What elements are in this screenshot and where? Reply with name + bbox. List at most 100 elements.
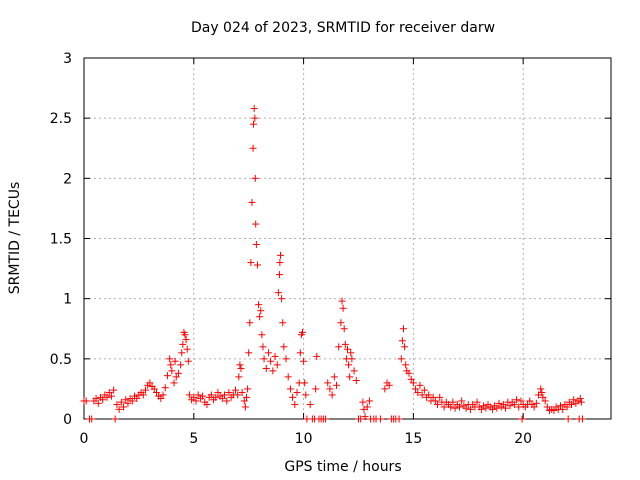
y-tick-label: 2: [63, 171, 72, 187]
data-point: [276, 259, 284, 267]
data-point: [570, 396, 578, 404]
data-point: [359, 398, 367, 406]
data-point: [564, 415, 572, 423]
data-point: [409, 379, 417, 387]
data-point: [399, 325, 407, 333]
data-point: [203, 401, 211, 409]
data-point: [488, 405, 496, 413]
data-point: [302, 391, 310, 399]
y-tick-label: 0.5: [50, 352, 72, 368]
data-point: [246, 319, 254, 327]
x-tick-label: 20: [514, 431, 532, 447]
data-point: [385, 381, 393, 389]
data-point: [401, 343, 409, 351]
data-point: [398, 337, 406, 345]
data-point: [111, 415, 119, 423]
data-point: [139, 391, 147, 399]
data-point: [313, 352, 321, 360]
data-point: [82, 397, 90, 405]
y-tick-label: 2.5: [50, 111, 72, 127]
data-point: [502, 404, 510, 412]
data-point: [245, 349, 253, 357]
data-point: [577, 398, 585, 406]
chart-title: Day 024 of 2023, SRMTID for receiver dar…: [191, 20, 495, 36]
data-point: [567, 401, 575, 409]
data-point: [296, 349, 304, 357]
data-point: [346, 373, 354, 381]
data-point: [412, 385, 420, 393]
data-point: [434, 401, 442, 409]
data-point: [477, 405, 485, 413]
data-point: [414, 389, 422, 397]
data-point: [157, 395, 165, 403]
data-point: [214, 389, 222, 397]
data-point: [238, 389, 246, 397]
data-point: [352, 376, 360, 384]
data-point: [418, 391, 426, 399]
data-point: [253, 261, 261, 269]
data-point: [300, 357, 308, 365]
data-point: [395, 415, 403, 423]
data-point: [240, 397, 248, 405]
data-point: [291, 401, 299, 409]
data-point: [425, 391, 433, 399]
data-point: [436, 393, 444, 401]
data-point: [260, 355, 268, 363]
data-point: [284, 373, 292, 381]
data-point: [312, 385, 320, 393]
data-point: [510, 401, 518, 409]
data-point: [539, 393, 547, 401]
data-point: [171, 357, 179, 365]
data-point: [495, 399, 503, 407]
data-point: [416, 381, 424, 389]
data-point: [262, 364, 270, 372]
data-point: [128, 397, 136, 405]
data-point: [251, 174, 259, 182]
data-point: [255, 301, 263, 309]
data-point: [256, 313, 264, 321]
data-point: [249, 144, 257, 152]
x-tick-label: 5: [189, 431, 198, 447]
data-point: [357, 415, 365, 423]
data-point: [250, 120, 258, 128]
data-point: [273, 361, 281, 369]
data-point: [117, 398, 125, 406]
data-point: [543, 403, 551, 411]
x-tick-label: 10: [295, 431, 313, 447]
data-point: [293, 389, 301, 397]
data-point: [241, 403, 249, 411]
y-tick-label: 1.5: [50, 232, 72, 248]
data-point: [168, 367, 176, 375]
data-point: [493, 404, 501, 412]
data-point: [532, 399, 540, 407]
data-point: [234, 391, 242, 399]
data-point: [278, 295, 286, 303]
data-point: [242, 393, 250, 401]
data-point: [159, 391, 167, 399]
data-point: [289, 393, 297, 401]
data-point: [322, 415, 330, 423]
data-point: [257, 307, 265, 315]
data-points: [80, 105, 586, 423]
x-axis-title: GPS time / hours: [284, 459, 401, 475]
data-point: [335, 343, 343, 351]
data-point: [455, 403, 463, 411]
data-point: [518, 415, 526, 423]
data-point: [248, 198, 256, 206]
data-point: [345, 361, 353, 369]
data-point: [376, 415, 384, 423]
data-point: [405, 369, 413, 377]
data-point: [163, 372, 171, 380]
data-point: [218, 395, 226, 403]
data-point: [517, 397, 525, 405]
data-point: [473, 398, 481, 406]
data-point: [269, 367, 277, 375]
data-point: [247, 259, 255, 267]
data-point: [178, 349, 186, 357]
data-point: [182, 336, 190, 344]
data-point: [172, 373, 180, 381]
data-point: [506, 402, 514, 410]
data-point: [146, 379, 154, 387]
data-point: [232, 386, 240, 394]
